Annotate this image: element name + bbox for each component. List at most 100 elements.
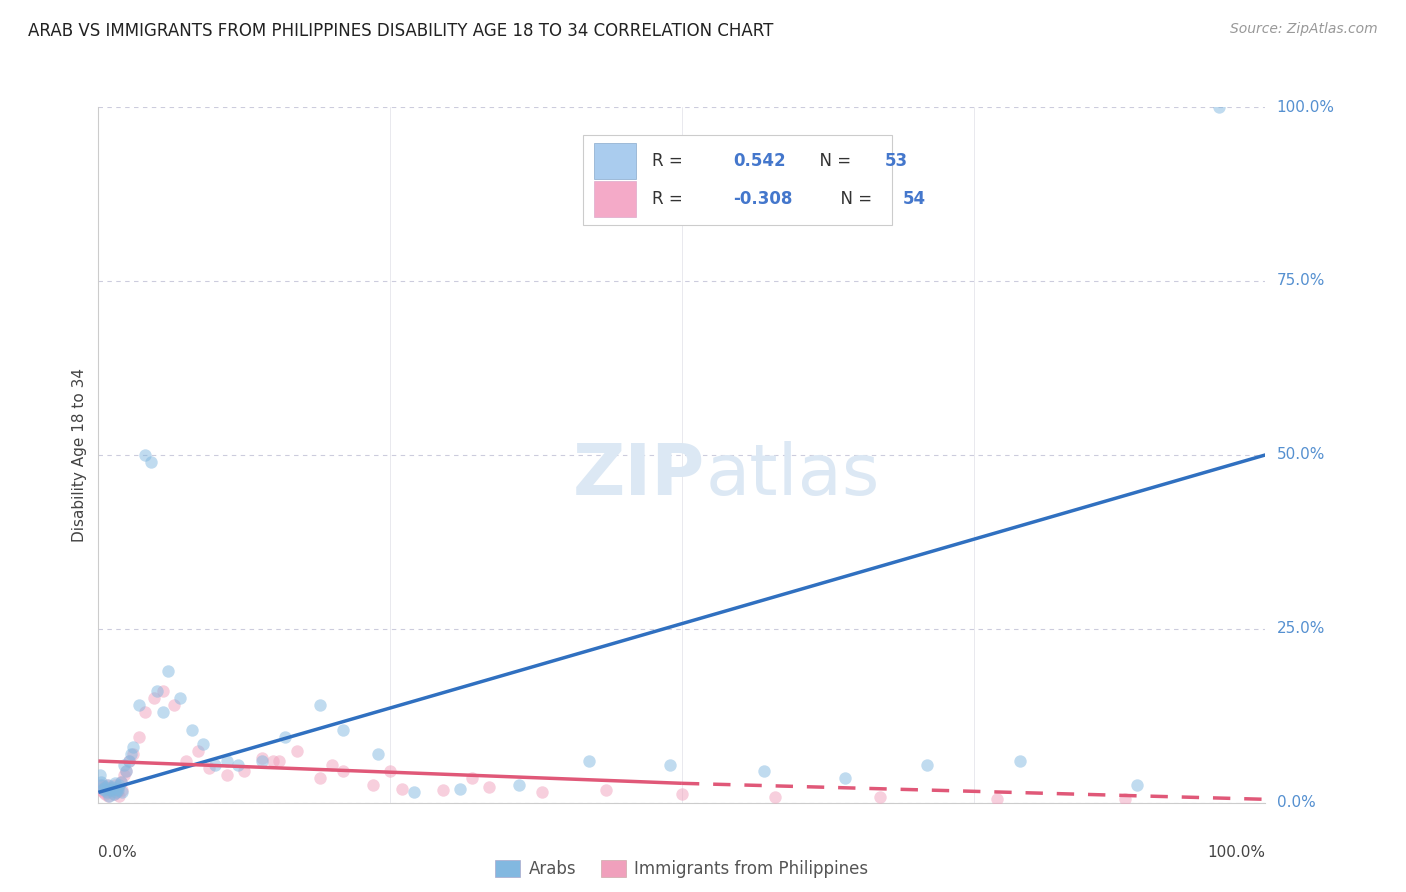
Point bbox=[139, 455, 162, 469]
Point bbox=[115, 764, 138, 779]
Point bbox=[204, 757, 226, 772]
Point bbox=[134, 706, 156, 720]
Text: ZIP: ZIP bbox=[574, 442, 706, 510]
Point bbox=[250, 750, 273, 764]
Point bbox=[122, 740, 145, 755]
Point bbox=[90, 780, 112, 795]
Text: 100.0%: 100.0% bbox=[1208, 845, 1265, 860]
Point bbox=[91, 781, 114, 796]
Point bbox=[478, 780, 501, 795]
Point bbox=[100, 785, 122, 799]
Point bbox=[111, 783, 134, 797]
Text: 0.542: 0.542 bbox=[734, 153, 786, 170]
Text: 53: 53 bbox=[884, 153, 908, 170]
Point bbox=[321, 757, 343, 772]
Text: R =: R = bbox=[651, 153, 693, 170]
Point bbox=[461, 772, 484, 786]
Point bbox=[110, 775, 132, 789]
Text: 25.0%: 25.0% bbox=[1277, 622, 1324, 636]
Point bbox=[361, 778, 384, 792]
Point bbox=[508, 778, 530, 792]
Point bbox=[101, 781, 124, 796]
Point bbox=[752, 764, 775, 779]
Point bbox=[103, 788, 125, 802]
Point bbox=[309, 698, 332, 713]
Legend: Arabs, Immigrants from Philippines: Arabs, Immigrants from Philippines bbox=[488, 854, 876, 885]
Point bbox=[111, 785, 134, 799]
Point bbox=[93, 781, 115, 796]
Point bbox=[215, 768, 238, 782]
Point bbox=[402, 785, 425, 799]
FancyBboxPatch shape bbox=[595, 144, 637, 179]
Point bbox=[100, 783, 122, 797]
Point bbox=[98, 781, 121, 796]
Text: 0.0%: 0.0% bbox=[1277, 796, 1315, 810]
Point bbox=[91, 785, 114, 799]
Point bbox=[115, 764, 138, 779]
Point bbox=[118, 754, 141, 768]
Point bbox=[1114, 791, 1136, 805]
Point bbox=[285, 744, 308, 758]
Point bbox=[391, 781, 413, 796]
Point bbox=[233, 764, 256, 779]
Point bbox=[97, 780, 120, 795]
Point bbox=[432, 783, 454, 797]
Point bbox=[250, 754, 273, 768]
Point bbox=[112, 757, 135, 772]
Point bbox=[228, 757, 250, 772]
Point bbox=[101, 780, 124, 795]
Point bbox=[152, 684, 174, 698]
Point bbox=[274, 730, 297, 744]
Point bbox=[89, 768, 111, 782]
Text: ARAB VS IMMIGRANTS FROM PHILIPPINES DISABILITY AGE 18 TO 34 CORRELATION CHART: ARAB VS IMMIGRANTS FROM PHILIPPINES DISA… bbox=[28, 22, 773, 40]
Point bbox=[134, 448, 156, 462]
Point bbox=[118, 754, 141, 768]
Point bbox=[112, 768, 135, 782]
Point bbox=[94, 788, 117, 802]
Point bbox=[193, 737, 215, 751]
Point bbox=[90, 783, 112, 797]
Point bbox=[128, 698, 150, 713]
Point bbox=[198, 761, 221, 775]
Point bbox=[104, 783, 127, 797]
Point bbox=[108, 789, 131, 803]
Point bbox=[152, 706, 174, 720]
Point bbox=[169, 691, 191, 706]
Point bbox=[763, 790, 786, 805]
Point bbox=[378, 764, 402, 779]
Text: 75.0%: 75.0% bbox=[1277, 274, 1324, 288]
Text: R =: R = bbox=[651, 190, 688, 208]
Point bbox=[89, 778, 111, 792]
Point bbox=[332, 764, 354, 779]
Point bbox=[104, 785, 127, 799]
Point bbox=[671, 788, 693, 802]
Point bbox=[269, 754, 291, 768]
Point bbox=[90, 778, 112, 792]
Point bbox=[90, 775, 112, 789]
Point bbox=[309, 772, 332, 786]
Point bbox=[157, 664, 180, 678]
Point bbox=[96, 778, 118, 792]
Point bbox=[215, 754, 238, 768]
Point bbox=[174, 754, 197, 768]
Point bbox=[986, 792, 1008, 806]
Point bbox=[108, 778, 131, 792]
Point bbox=[107, 780, 129, 795]
Y-axis label: Disability Age 18 to 34: Disability Age 18 to 34 bbox=[72, 368, 87, 542]
Text: 50.0%: 50.0% bbox=[1277, 448, 1324, 462]
FancyBboxPatch shape bbox=[582, 135, 891, 226]
Point bbox=[332, 723, 354, 737]
Point bbox=[96, 785, 118, 799]
Text: atlas: atlas bbox=[706, 442, 880, 510]
Text: 0.0%: 0.0% bbox=[98, 845, 138, 860]
Point bbox=[163, 698, 186, 713]
Point bbox=[105, 781, 128, 796]
Point bbox=[93, 783, 115, 797]
Point bbox=[367, 747, 389, 761]
Point bbox=[530, 785, 553, 799]
Text: N =: N = bbox=[830, 190, 877, 208]
Point bbox=[262, 754, 284, 768]
Point bbox=[187, 744, 209, 758]
Point bbox=[659, 757, 682, 772]
Point bbox=[97, 778, 120, 792]
